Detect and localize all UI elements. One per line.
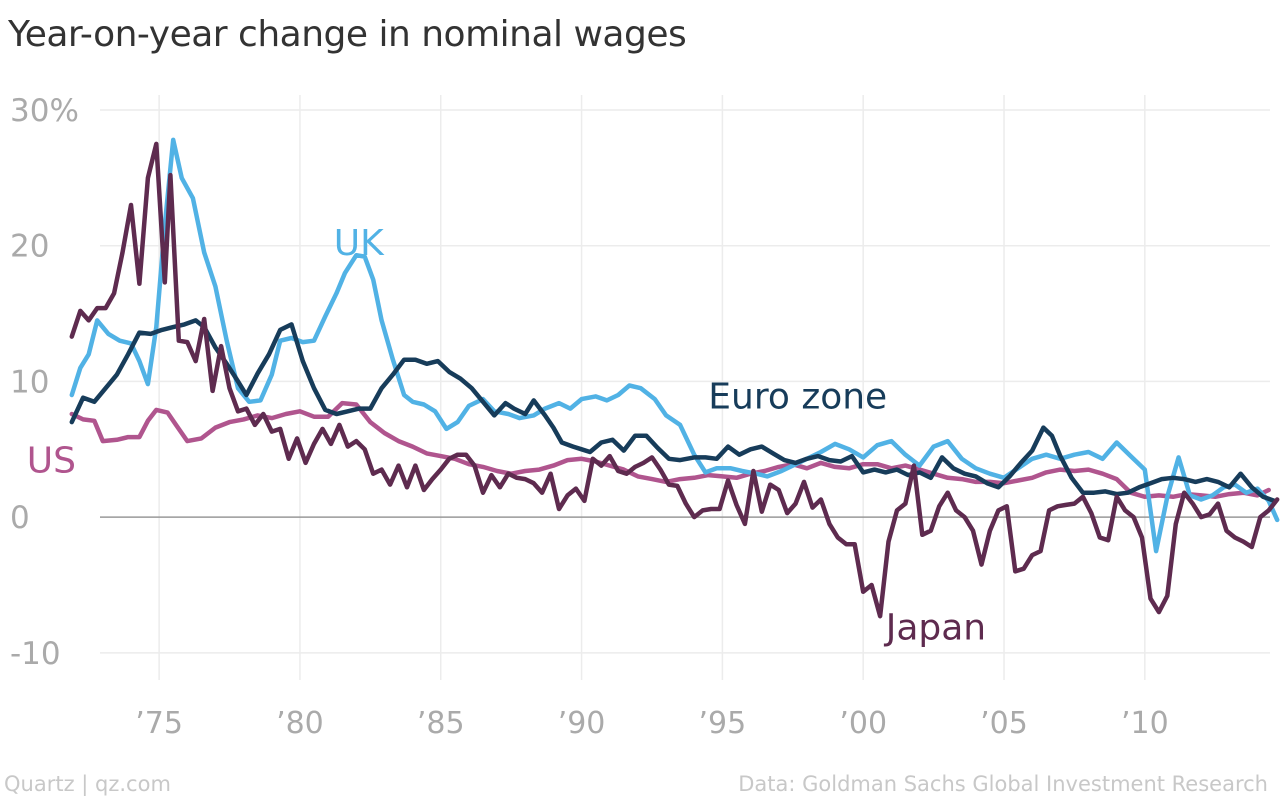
series-line-euro-zone [69, 318, 1277, 504]
series-label-japan: Japan [884, 607, 986, 648]
x-tick-label: ’85 [417, 706, 465, 741]
y-tick-label: 0 [10, 500, 30, 536]
series-label-euro-zone: Euro zone [708, 377, 887, 418]
x-tick-label: ’05 [980, 706, 1028, 741]
series-label-uk: UK [334, 223, 385, 264]
series-lines [69, 137, 1280, 619]
series-line-japan [69, 141, 1280, 619]
y-tick-label: -10 [10, 636, 61, 672]
y-tick-label: 20 [10, 229, 49, 265]
y-tick-label: 10 [10, 364, 49, 400]
series-labels: US UK Euro zone Japan [27, 223, 986, 648]
source-credit: Quartz | qz.com [4, 772, 171, 796]
x-tick-label: ’90 [558, 706, 606, 741]
series-line-us [69, 400, 1271, 500]
x-tick-labels: ’75 ’80 ’85 ’90 ’95 ’00 ’05 ’10 [135, 706, 1168, 741]
series-label-us: US [27, 440, 76, 481]
data-credit: Data: Goldman Sachs Global Investment Re… [738, 772, 1268, 796]
x-gridlines [158, 95, 1146, 680]
y-tick-labels: 30% 20 10 0 -10 [10, 93, 79, 672]
y-gridlines [100, 109, 1270, 654]
x-tick-label: ’95 [699, 706, 747, 741]
x-tick-label: ’10 [1121, 706, 1169, 741]
x-tick-label: ’00 [839, 706, 887, 741]
y-tick-label: 30% [10, 93, 79, 129]
series-line-uk [69, 137, 1280, 554]
x-tick-label: ’80 [276, 706, 324, 741]
chart-title: Year-on-year change in nominal wages [8, 14, 687, 55]
x-tick-label: ’75 [135, 706, 183, 741]
